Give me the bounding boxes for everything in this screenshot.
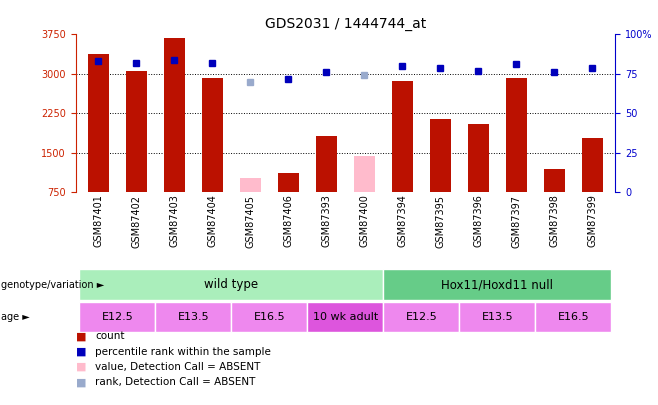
Text: GSM87398: GSM87398 [549,195,559,247]
Text: GSM87396: GSM87396 [474,195,484,247]
Title: GDS2031 / 1444744_at: GDS2031 / 1444744_at [265,17,426,31]
Bar [536,302,611,332]
Bar [126,71,147,192]
Bar [307,302,384,332]
Text: GSM87399: GSM87399 [588,195,597,247]
Bar [155,302,232,332]
Bar [468,124,489,192]
Text: GSM87394: GSM87394 [397,195,407,247]
Bar [80,302,155,332]
Bar [384,302,459,332]
Text: GSM87404: GSM87404 [207,195,217,247]
Bar [202,78,223,192]
Text: GSM87405: GSM87405 [245,195,255,247]
Text: rank, Detection Call = ABSENT: rank, Detection Call = ABSENT [95,377,256,387]
Text: wild type: wild type [205,278,259,291]
Text: 10 wk adult: 10 wk adult [313,312,378,322]
Text: value, Detection Call = ABSENT: value, Detection Call = ABSENT [95,362,261,372]
Bar [88,54,109,192]
Bar [506,78,527,192]
Text: E16.5: E16.5 [557,312,590,322]
Text: percentile rank within the sample: percentile rank within the sample [95,347,271,356]
Text: GSM87401: GSM87401 [93,195,103,247]
Text: ■: ■ [76,362,86,372]
Bar [240,178,261,192]
Bar [544,168,565,192]
Text: GSM87403: GSM87403 [170,195,180,247]
Bar [384,269,611,300]
Text: Hox11/Hoxd11 null: Hox11/Hoxd11 null [442,278,553,291]
Text: ■: ■ [76,377,86,387]
Text: GSM87397: GSM87397 [511,195,521,247]
Bar [459,302,536,332]
Text: ■: ■ [76,347,86,356]
Bar [232,302,307,332]
Bar [392,81,413,192]
Text: E12.5: E12.5 [101,312,134,322]
Text: GSM87406: GSM87406 [284,195,293,247]
Bar [316,136,337,192]
Text: count: count [95,331,125,341]
Text: E13.5: E13.5 [482,312,513,322]
Text: age ►: age ► [1,312,30,322]
Text: GSM87393: GSM87393 [322,195,332,247]
Text: ■: ■ [76,331,86,341]
Text: E12.5: E12.5 [405,312,438,322]
Text: GSM87400: GSM87400 [359,195,369,247]
Text: GSM87395: GSM87395 [436,195,445,247]
Bar [354,156,375,192]
Text: genotype/variation ►: genotype/variation ► [1,279,104,290]
Text: GSM87402: GSM87402 [132,195,141,247]
Bar [164,38,185,192]
Bar [278,173,299,192]
Text: E16.5: E16.5 [253,312,286,322]
Bar [582,138,603,192]
Bar [80,269,384,300]
Bar [430,119,451,192]
Text: E13.5: E13.5 [178,312,209,322]
